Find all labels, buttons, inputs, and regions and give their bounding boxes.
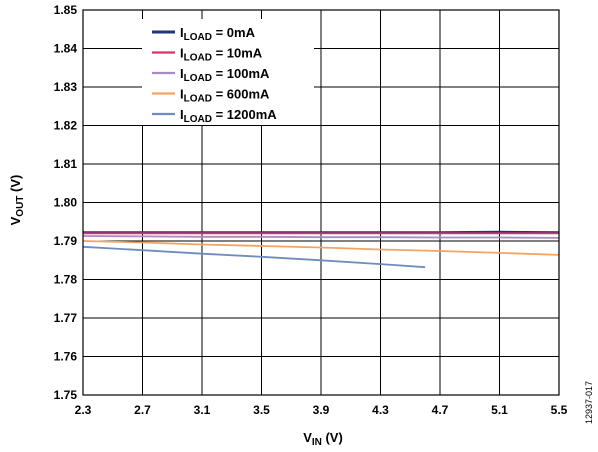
x-tick-label: 4.7 xyxy=(432,403,449,417)
x-tick-label: 5.1 xyxy=(491,403,508,417)
y-tick-label: 1.84 xyxy=(54,42,78,56)
x-tick-label: 2.3 xyxy=(75,403,92,417)
x-axis-title: VIN (V) xyxy=(303,430,343,448)
legend-label-2: ILOAD = 100mA xyxy=(180,66,270,84)
y-tick-labels: 1.75 1.76 1.77 1.78 1.79 1.80 1.81 1.82 1.83 1.84… xyxy=(54,3,78,402)
x-tick-label: 5.5 xyxy=(551,403,568,417)
y-tick-label: 1.82 xyxy=(54,119,78,133)
y-tick-label: 1.81 xyxy=(54,157,78,171)
figure-id: 12937-017 xyxy=(584,381,594,424)
y-tick-label: 1.75 xyxy=(54,388,78,402)
legend-label-3: ILOAD = 600mA xyxy=(180,87,270,105)
legend-label-1: ILOAD = 10mA xyxy=(180,46,263,64)
plot-frame xyxy=(82,9,560,396)
series-line-4 xyxy=(82,245,426,269)
y-tick-label: 1.76 xyxy=(54,350,78,364)
x-tick-label: 2.7 xyxy=(134,403,151,417)
legend-label-0: ILOAD = 0mA xyxy=(180,25,256,43)
y-tick-label: 1.80 xyxy=(54,196,78,210)
x-tick-label: 4.3 xyxy=(372,403,389,417)
x-tick-label: 3.5 xyxy=(253,403,270,417)
series-line-3 xyxy=(82,240,560,256)
y-axis-title: VOUT (V) xyxy=(8,175,26,226)
grid-lines xyxy=(82,9,560,396)
x-tick-label: 3.9 xyxy=(313,403,330,417)
y-tick-label: 1.79 xyxy=(54,234,78,248)
x-tick-label: 3.1 xyxy=(194,403,211,417)
legend-label-4: ILOAD = 1200mA xyxy=(180,107,277,125)
y-tick-label: 1.85 xyxy=(54,3,78,17)
y-tick-label: 1.78 xyxy=(54,273,78,287)
legend: ILOAD = 0mA ILOAD = 10mA ILOAD = 100mA ILOA… xyxy=(142,19,314,125)
x-tick-labels: 2.3 2.7 3.1 3.5 3.9 4.3 4.7 5.1 5.5 xyxy=(75,403,568,417)
y-tick-label: 1.83 xyxy=(54,80,78,94)
series-line-2 xyxy=(82,235,560,239)
series-lines xyxy=(82,230,560,269)
y-tick-label: 1.77 xyxy=(54,311,78,325)
